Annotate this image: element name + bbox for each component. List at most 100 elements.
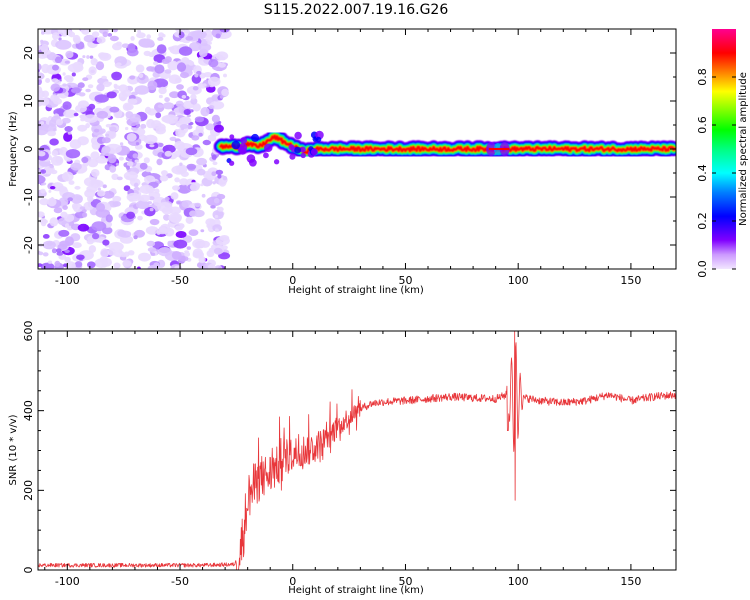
noise-blob: [59, 146, 68, 156]
noise-blob: [41, 90, 50, 98]
noise-blob: [161, 170, 168, 176]
noise-blob: [89, 179, 104, 189]
noise-blob: [38, 72, 45, 80]
snr-x-tick-label: 100: [508, 575, 529, 588]
colorbar-tick-label: 0.4: [696, 164, 709, 182]
noise-blob: [82, 212, 88, 218]
noise-blob: [194, 116, 205, 123]
noise-blob: [202, 83, 207, 87]
noise-blob: [48, 189, 52, 193]
noise-blob: [92, 232, 100, 240]
noise-blob: [136, 200, 150, 210]
noise-blob: [44, 167, 54, 175]
noise-blob: [164, 69, 172, 74]
colorbar: 0.0 0.2 0.4 0.6 0.8 Normalized spectral ampl…: [696, 29, 749, 278]
tone-halo: [231, 140, 241, 150]
noise-blob: [38, 97, 45, 103]
noise-blob: [156, 158, 163, 166]
noise-blob: [169, 136, 177, 141]
noise-blob: [205, 218, 216, 227]
noise-blob: [138, 38, 155, 48]
noise-blob: [126, 133, 137, 142]
noise-blob: [83, 114, 98, 123]
noise-blob: [180, 171, 189, 178]
figure-title: S115.2022.007.19.16.G26: [264, 2, 449, 18]
noise-blob: [109, 35, 119, 42]
noise-blob: [56, 251, 64, 256]
noise-blob: [146, 240, 156, 247]
noise-blob: [77, 136, 89, 146]
noise-blob: [78, 92, 86, 97]
noise-blob: [210, 205, 216, 209]
noise-blob: [49, 138, 59, 146]
noise-blob: [153, 61, 158, 66]
noise-blob: [157, 202, 173, 212]
noise-blob: [38, 45, 42, 51]
noise-blob: [200, 240, 210, 248]
tone-halo: [289, 153, 296, 160]
snr-x-tick-label: -100: [55, 575, 80, 588]
noise-blob: [75, 104, 87, 113]
noise-blob: [191, 135, 200, 141]
noise-blob: [55, 39, 72, 50]
noise-blob: [208, 105, 215, 109]
noise-blob: [211, 114, 220, 123]
noise-blob: [50, 83, 61, 92]
noise-blob: [52, 32, 60, 40]
noise-blob: [95, 61, 105, 71]
noise-blob: [50, 155, 64, 166]
noise-blob: [64, 60, 70, 64]
noise-blob: [147, 108, 157, 116]
noise-blob: [174, 225, 183, 231]
tone-halo: [249, 158, 257, 167]
noise-blob: [213, 124, 224, 133]
noise-blob: [157, 247, 172, 257]
noise-blob: [50, 186, 56, 190]
noise-blob: [121, 89, 132, 97]
noise-blob: [208, 58, 219, 68]
noise-blob: [97, 187, 101, 191]
noise-blob: [90, 58, 98, 66]
noise-blob: [181, 95, 187, 99]
noise-blob: [74, 261, 83, 268]
noise-blob: [162, 144, 176, 154]
noise-blob: [178, 31, 185, 39]
noise-blob: [180, 124, 189, 129]
noise-blob: [87, 158, 99, 168]
noise-blob: [87, 261, 96, 269]
noise-blob: [119, 142, 124, 146]
noise-blob: [105, 214, 113, 223]
noise-blob: [127, 98, 138, 105]
noise-blob: [154, 188, 160, 194]
noise-blob: [122, 260, 132, 267]
noise-blob: [59, 240, 70, 247]
noise-blob: [126, 48, 139, 57]
noise-blob: [50, 94, 59, 102]
noise-blob: [217, 206, 224, 212]
noise-blob: [109, 165, 117, 173]
noise-blob: [162, 114, 178, 124]
tone-halo: [240, 137, 248, 144]
noise-blob: [120, 96, 126, 102]
noise-blob: [67, 197, 73, 202]
noise-blob: [123, 171, 138, 181]
noise-blob: [62, 101, 72, 110]
spectrogram-y-label: Frequency (Hz): [8, 111, 19, 187]
spectrogram-x-tick-label: 0: [289, 274, 296, 287]
noise-blob: [158, 86, 167, 95]
noise-blob: [170, 192, 179, 200]
noise-blob: [81, 156, 89, 164]
noise-blob: [207, 76, 221, 87]
noise-blob: [164, 196, 170, 201]
noise-blob: [212, 161, 218, 166]
noise-blob: [192, 86, 199, 91]
noise-blob: [201, 193, 206, 198]
noise-blob: [135, 142, 140, 146]
noise-blob: [39, 198, 50, 206]
noise-blob: [54, 260, 61, 267]
noise-blob: [47, 197, 57, 207]
noise-blob: [40, 39, 44, 44]
noise-blob: [38, 151, 46, 157]
noise-blob: [136, 32, 146, 39]
